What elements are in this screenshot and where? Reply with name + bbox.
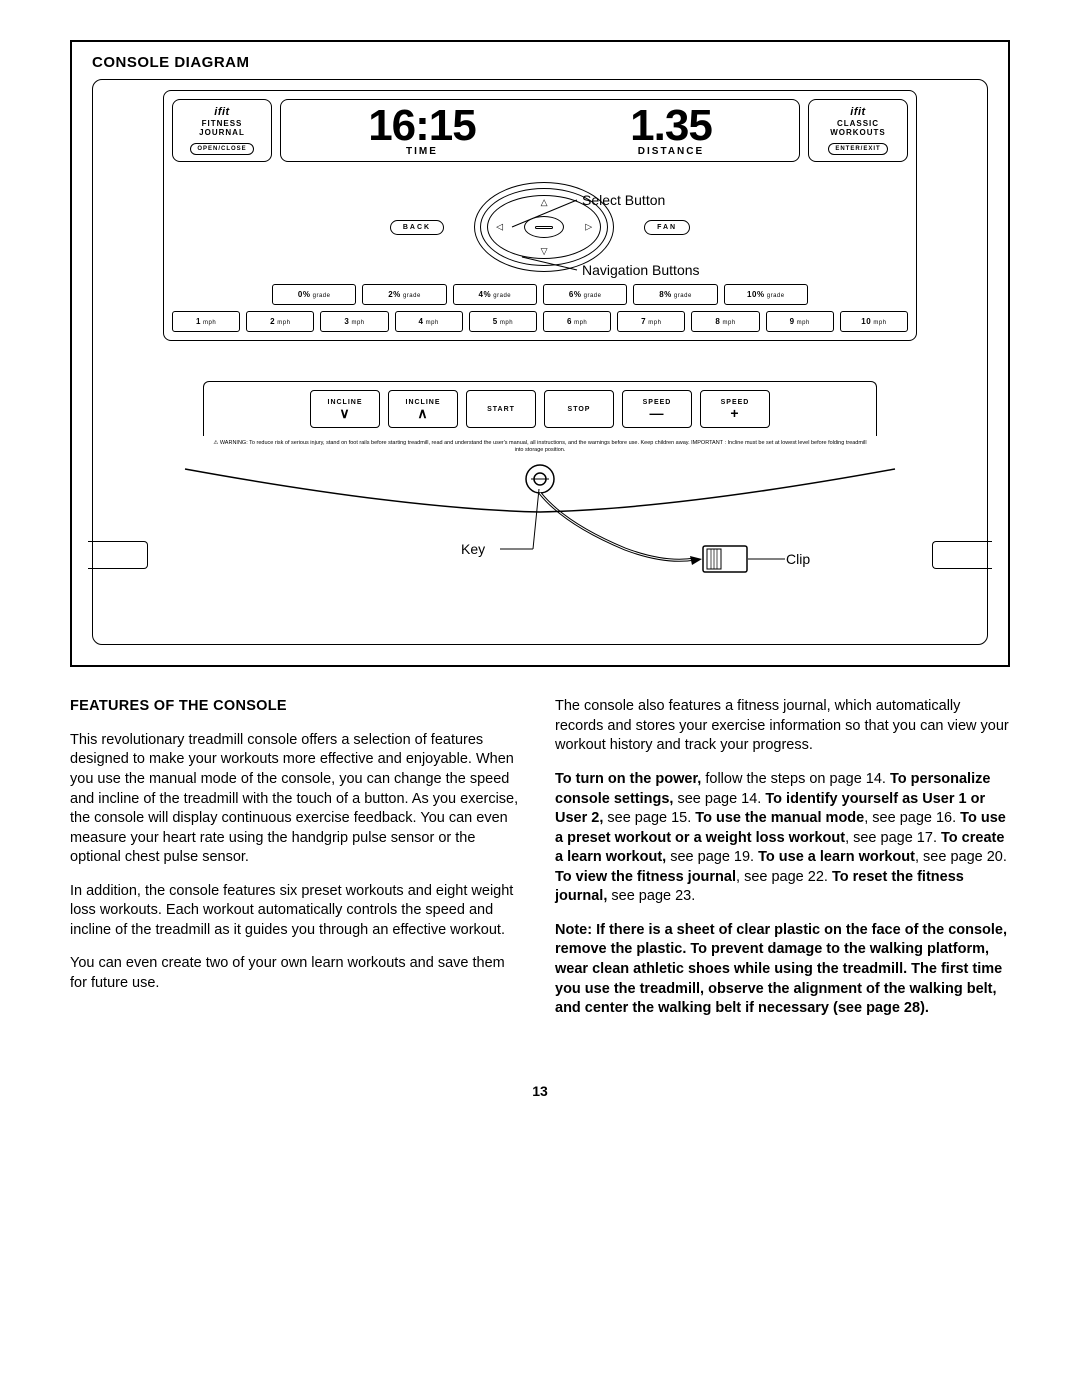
speed-button[interactable]: 4 mph <box>395 311 463 332</box>
console-top: ifit FITNESS JOURNAL OPEN/CLOSE 16:15 TI… <box>163 90 917 341</box>
lcd-display: 16:15 TIME 1.35 DISTANCE <box>280 99 800 162</box>
ifit-logo: ifit <box>214 106 229 118</box>
key-clip-svg <box>103 464 977 584</box>
speed-button[interactable]: 9 mph <box>766 311 834 332</box>
up-arrow-icon[interactable]: △ <box>541 197 548 208</box>
note-paragraph: Note: If there is a sheet of clear plast… <box>555 921 1010 1019</box>
ifit-logo: ifit <box>850 106 865 118</box>
select-button[interactable] <box>524 216 564 238</box>
paragraph: In addition, the console features six pr… <box>70 882 525 941</box>
callout-nav: Navigation Buttons <box>582 262 700 278</box>
control-button[interactable]: INCLINE∧ <box>388 390 458 428</box>
control-button[interactable]: START <box>466 390 536 428</box>
control-row: INCLINE∨INCLINE∧STARTSTOPSPEED—SPEED+ <box>203 381 877 436</box>
speed-button-row: 1 mph 2 mph 3 mph 4 mph 5 mph 6 mph 7 mph 8 mph… <box>172 311 908 332</box>
classic-workouts-panel: ifit CLASSIC WORKOUTS ENTER/EXIT <box>808 99 908 162</box>
distance-label: DISTANCE <box>630 146 712 157</box>
label: WORKOUTS <box>830 128 886 137</box>
speed-button[interactable]: 2 mph <box>246 311 314 332</box>
key-clip-area: Key Clip <box>103 464 977 584</box>
speed-button[interactable]: 5 mph <box>469 311 537 332</box>
page-number: 13 <box>70 1083 1010 1099</box>
control-button[interactable]: STOP <box>544 390 614 428</box>
features-heading: FEATURES OF THE CONSOLE <box>70 697 525 717</box>
speed-button[interactable]: 3 mph <box>320 311 388 332</box>
key-label: Key <box>461 541 485 557</box>
time-display: 16:15 TIME <box>368 104 476 157</box>
label: FITNESS <box>202 119 243 128</box>
label: JOURNAL <box>199 128 245 137</box>
warning-text: ⚠ WARNING: To reduce risk of serious inj… <box>203 440 877 454</box>
right-column: The console also features a fitness jour… <box>555 697 1010 1032</box>
right-arrow-icon[interactable]: ▷ <box>585 222 592 233</box>
back-button[interactable]: BACK <box>390 220 444 235</box>
grade-button[interactable]: 8% grade <box>633 284 717 305</box>
enter-exit-button[interactable]: ENTER/EXIT <box>828 143 887 155</box>
diagram-title: CONSOLE DIAGRAM <box>92 54 988 71</box>
speed-button[interactable]: 6 mph <box>543 311 611 332</box>
console-outer: ifit FITNESS JOURNAL OPEN/CLOSE 16:15 TI… <box>92 79 988 645</box>
open-close-button[interactable]: OPEN/CLOSE <box>190 143 253 155</box>
grade-button[interactable]: 4% grade <box>453 284 537 305</box>
grade-button[interactable]: 10% grade <box>724 284 808 305</box>
fan-button[interactable]: FAN <box>644 220 690 235</box>
grade-button[interactable]: 6% grade <box>543 284 627 305</box>
down-arrow-icon[interactable]: ▽ <box>541 246 548 257</box>
paragraph-refs: To turn on the power, follow the steps o… <box>555 770 1010 907</box>
callout-select: Select Button <box>582 192 665 208</box>
grade-button[interactable]: 0% grade <box>272 284 356 305</box>
console-diagram-frame: CONSOLE DIAGRAM ifit FITNESS JOURNAL OPE… <box>70 40 1010 667</box>
speed-button[interactable]: 1 mph <box>172 311 240 332</box>
select-icon <box>535 226 553 229</box>
paragraph: The console also features a fitness jour… <box>555 697 1010 756</box>
control-button[interactable]: SPEED+ <box>700 390 770 428</box>
speed-button[interactable]: 8 mph <box>691 311 759 332</box>
control-button[interactable]: INCLINE∨ <box>310 390 380 428</box>
distance-display: 1.35 DISTANCE <box>630 104 712 157</box>
fitness-journal-panel: ifit FITNESS JOURNAL OPEN/CLOSE <box>172 99 272 162</box>
grade-button[interactable]: 2% grade <box>362 284 446 305</box>
navigation-area: BACK △ ▽ ◁ ▷ FAN Select Button Nav <box>172 182 908 272</box>
paragraph: You can even create two of your own lear… <box>70 954 525 993</box>
speed-button[interactable]: 7 mph <box>617 311 685 332</box>
left-arrow-icon[interactable]: ◁ <box>496 222 503 233</box>
control-button[interactable]: SPEED— <box>622 390 692 428</box>
text-columns: FEATURES OF THE CONSOLE This revolutiona… <box>70 697 1010 1032</box>
distance-value: 1.35 <box>630 104 712 148</box>
clip-label: Clip <box>786 551 810 567</box>
left-column: FEATURES OF THE CONSOLE This revolutiona… <box>70 697 525 1032</box>
label: CLASSIC <box>837 119 879 128</box>
paragraph: This revolutionary treadmill console off… <box>70 731 525 868</box>
lower-panel: INCLINE∨INCLINE∧STARTSTOPSPEED—SPEED+ ⚠ … <box>203 381 877 454</box>
top-row: ifit FITNESS JOURNAL OPEN/CLOSE 16:15 TI… <box>172 99 908 162</box>
time-value: 16:15 <box>368 104 476 148</box>
speed-button[interactable]: 10 mph <box>840 311 908 332</box>
grade-button-row: 0% grade 2% grade 4% grade 6% grade 8% grade… <box>172 284 908 305</box>
